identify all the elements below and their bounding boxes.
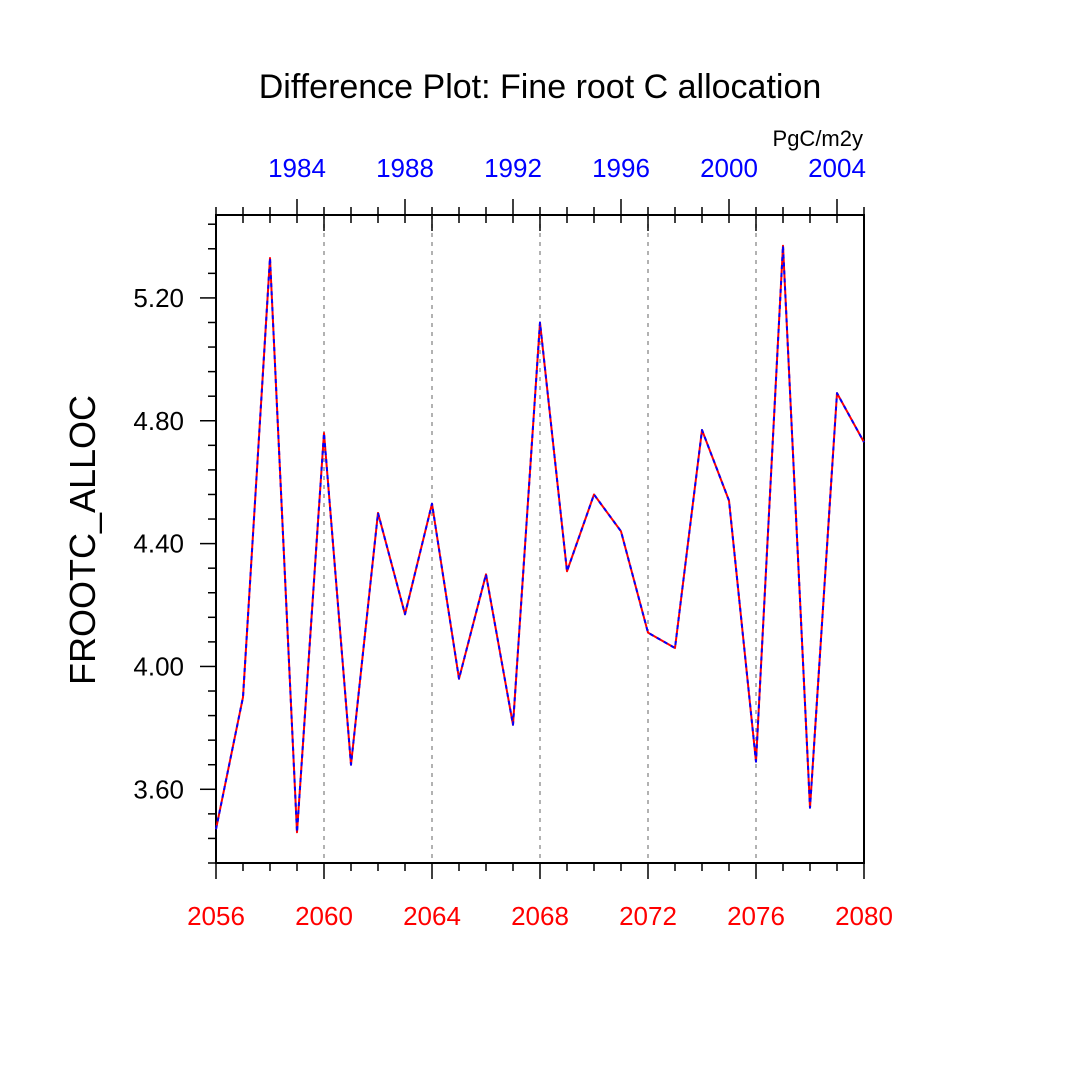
tick-labels: 2056 2060 2064 2068 2072 2076 2080 1984 1988 1992… xyxy=(133,153,893,931)
top-tick-label: 1992 xyxy=(484,153,542,183)
bottom-tick-label: 2060 xyxy=(295,901,353,931)
bottom-tick-label: 2068 xyxy=(511,901,569,931)
units-label: PgC/m2y xyxy=(773,126,863,151)
y-tick-label: 4.80 xyxy=(133,406,184,436)
top-tick-label: 2000 xyxy=(700,153,758,183)
bottom-tick-label: 2076 xyxy=(727,901,785,931)
y-tick-label: 3.60 xyxy=(133,774,184,804)
y-tick-label: 4.00 xyxy=(133,651,184,681)
bottom-tick-label: 2080 xyxy=(835,901,893,931)
top-tick-label: 1996 xyxy=(592,153,650,183)
axis-ticks xyxy=(200,199,864,879)
bottom-tick-label: 2064 xyxy=(403,901,461,931)
y-axis-title: FROOTC_ALLOC xyxy=(62,395,103,685)
gridlines xyxy=(324,215,756,863)
top-tick-label: 2004 xyxy=(808,153,866,183)
top-tick-label: 1984 xyxy=(268,153,326,183)
top-tick-label: 1988 xyxy=(376,153,434,183)
bottom-tick-label: 2056 xyxy=(187,901,245,931)
bottom-tick-label: 2072 xyxy=(619,901,677,931)
y-tick-label: 5.20 xyxy=(133,283,184,313)
chart-title: Difference Plot: Fine root C allocation xyxy=(259,68,822,106)
y-tick-label: 4.40 xyxy=(133,529,184,559)
